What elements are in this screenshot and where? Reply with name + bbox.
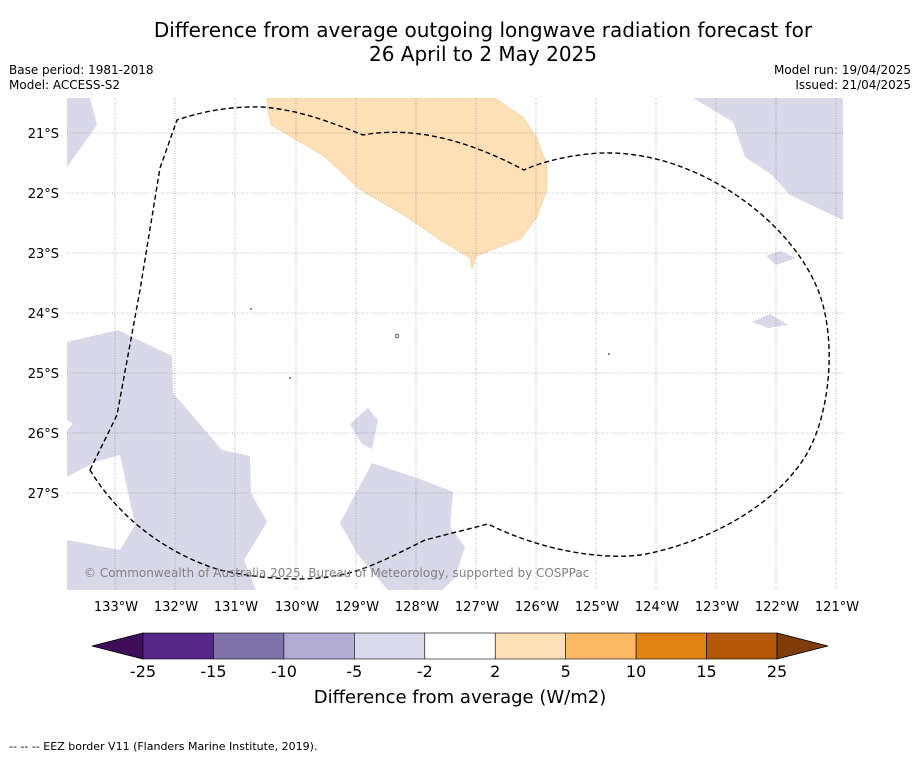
colorbar-swatch <box>283 632 355 660</box>
anomaly-region-nw <box>67 98 97 167</box>
colorbar-tick-label: 25 <box>767 662 787 681</box>
map-title: Difference from average outgoing longwav… <box>0 18 919 66</box>
lon-label: 128°W <box>395 600 439 615</box>
lat-label: 24°S <box>28 307 59 322</box>
latitude-gridlines <box>67 132 843 494</box>
colorbar-tick-label: -10 <box>271 662 297 681</box>
colorbar-tick-label: 5 <box>561 662 571 681</box>
lon-label: 131°W <box>214 600 258 615</box>
lon-label: 133°W <box>94 600 138 615</box>
colorbar-extend-low <box>91 632 144 660</box>
colorbar-swatch <box>142 632 214 660</box>
title-line-2: 26 April to 2 May 2025 <box>369 42 597 66</box>
lat-label: 22°S <box>28 187 59 202</box>
colorbar-swatch <box>565 632 637 660</box>
lon-label: 125°W <box>575 600 619 615</box>
speck-4 <box>608 353 610 355</box>
colorbar-swatches <box>91 632 829 660</box>
anomaly-region-north-orange <box>266 98 548 270</box>
map-panel: © Commonwealth of Australia 2025, Bureau… <box>67 98 843 590</box>
speck-1 <box>250 308 252 310</box>
title-line-1: Difference from average outgoing longwav… <box>153 18 813 42</box>
lat-label: 26°S <box>28 427 59 442</box>
colorbar: -25 -15 -10 -5 -2 2 5 10 15 25 Difference from av… <box>91 632 829 708</box>
colorbar-swatch <box>706 632 778 660</box>
anomaly-region-east-small-2 <box>752 314 788 328</box>
eez-border <box>89 106 830 580</box>
lat-label: 21°S <box>28 127 59 142</box>
lon-label: 130°W <box>275 600 319 615</box>
base-info: Base period: 1981-2018 Model: ACCESS-S2 <box>9 63 154 93</box>
colorbar-tick-label: -15 <box>200 662 226 681</box>
lon-label: 121°W <box>815 600 859 615</box>
colorbar-title: Difference from average (W/m2) <box>314 687 606 708</box>
lon-label: 127°W <box>455 600 499 615</box>
eez-legend-note: -- -- -- EEZ border V11 (Flanders Marine… <box>9 740 318 753</box>
colorbar-swatch <box>635 632 707 660</box>
model-run: Model run: 19/04/2025 <box>773 63 911 77</box>
colorbar-ticks: -25 -15 -10 -5 -2 2 5 10 15 25 <box>130 662 787 681</box>
colorbar-tick-label: 10 <box>626 662 646 681</box>
longitude-gridlines <box>114 98 837 590</box>
colorbar-tick-label: -25 <box>130 662 156 681</box>
colorbar-tick-label: 2 <box>490 662 500 681</box>
run-info: Model run: 19/04/2025 Issued: 21/04/2025 <box>774 63 911 93</box>
anomaly-region-south-central <box>340 463 465 590</box>
colorbar-swatch <box>354 632 426 660</box>
colorbar-tick-label: 15 <box>696 662 716 681</box>
colorbar-swatch <box>494 632 566 660</box>
speck-2 <box>394 333 400 339</box>
longitude-labels: 133°W 132°W 131°W 130°W 129°W 128°W 127°… <box>94 600 859 615</box>
lon-label: 132°W <box>154 600 198 615</box>
anomaly-region-east-small-1 <box>766 251 796 265</box>
anomaly-region-ne <box>693 98 843 220</box>
lon-label: 124°W <box>635 600 679 615</box>
lat-label: 25°S <box>28 367 59 382</box>
latitude-labels: 21°S 22°S 23°S 24°S 25°S 26°S 27°S <box>28 127 59 502</box>
colorbar-swatch <box>424 632 496 660</box>
base-period: Base period: 1981-2018 <box>9 63 154 77</box>
colorbar-tick-label: -5 <box>346 662 362 681</box>
lon-label: 123°W <box>695 600 739 615</box>
anomaly-region-sw <box>67 330 267 590</box>
issued-date: Issued: 21/04/2025 <box>795 78 911 92</box>
speck-3 <box>289 377 291 379</box>
lon-label: 122°W <box>755 600 799 615</box>
colorbar-extend-high <box>776 632 829 660</box>
lon-label: 129°W <box>335 600 379 615</box>
model-name: Model: ACCESS-S2 <box>9 78 121 92</box>
lat-label: 27°S <box>28 487 59 502</box>
colorbar-tick-label: -2 <box>417 662 433 681</box>
lat-label: 23°S <box>28 247 59 262</box>
copyright-notice: © Commonwealth of Australia 2025, Bureau… <box>84 566 589 580</box>
colorbar-swatch <box>213 632 285 660</box>
anomaly-region-central-small <box>350 408 378 449</box>
lon-label: 126°W <box>515 600 559 615</box>
